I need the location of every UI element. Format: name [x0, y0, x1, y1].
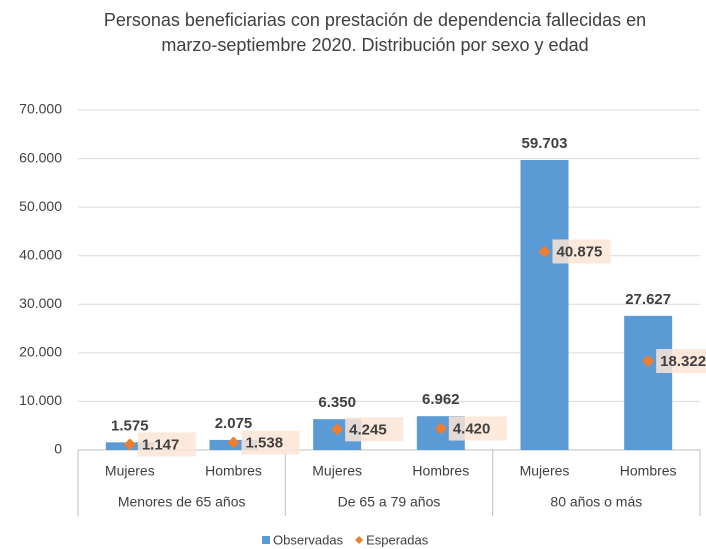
- data-label-bg: [137, 432, 196, 457]
- legend-label: Observadas: [273, 532, 344, 547]
- legend-swatch: [262, 536, 270, 544]
- data-label-bg: [345, 417, 404, 442]
- y-tick-label: 20.000: [19, 344, 62, 360]
- data-label: 1.538: [246, 434, 284, 451]
- data-label-bg: [656, 349, 706, 374]
- data-label: 1.575: [111, 417, 149, 434]
- bar: [624, 315, 673, 450]
- data-label: 4.420: [453, 421, 491, 438]
- bar: [520, 160, 569, 450]
- x-tick-label: Hombres: [620, 463, 677, 479]
- data-label: 2.075: [215, 415, 253, 432]
- y-tick-label: 70.000: [19, 101, 62, 117]
- data-label: 6.962: [422, 391, 460, 408]
- y-tick-label: 50.000: [19, 198, 62, 214]
- x-tick-label: Mujeres: [520, 463, 570, 479]
- y-tick-label: 30.000: [19, 295, 62, 311]
- data-label-bg: [241, 430, 300, 455]
- legend-swatch: [355, 536, 364, 544]
- marker: [227, 436, 240, 449]
- x-tick-label: Mujeres: [312, 463, 362, 479]
- group-label: De 65 a 79 años: [338, 494, 441, 510]
- legend-label: Esperadas: [366, 532, 429, 547]
- data-label: 1.147: [142, 436, 180, 453]
- chart-title: Personas beneficiarias con prestación de…: [103, 10, 647, 55]
- y-tick-label: 60.000: [19, 149, 62, 165]
- y-tick-label: 0: [54, 441, 62, 457]
- x-tick-label: Hombres: [205, 463, 262, 479]
- data-label: 18.322: [660, 353, 706, 370]
- data-label: 6.350: [318, 394, 356, 411]
- data-label: 40.875: [557, 243, 603, 260]
- data-label: 27.627: [625, 291, 671, 308]
- marker: [434, 422, 447, 435]
- y-tick-label: 10.000: [19, 392, 62, 408]
- marker: [538, 245, 551, 258]
- x-tick-label: Hombres: [412, 463, 469, 479]
- marker: [123, 438, 136, 451]
- data-label: 59.703: [522, 135, 568, 152]
- marker: [331, 423, 344, 436]
- group-label: Menores de 65 años: [118, 494, 246, 510]
- x-tick-label: Mujeres: [105, 463, 155, 479]
- y-tick-label: 40.000: [19, 246, 62, 262]
- data-label: 4.245: [349, 421, 387, 438]
- group-label: 80 años o más: [550, 494, 642, 510]
- data-label-bg: [552, 239, 611, 264]
- marker: [642, 355, 655, 368]
- data-label-bg: [448, 416, 507, 441]
